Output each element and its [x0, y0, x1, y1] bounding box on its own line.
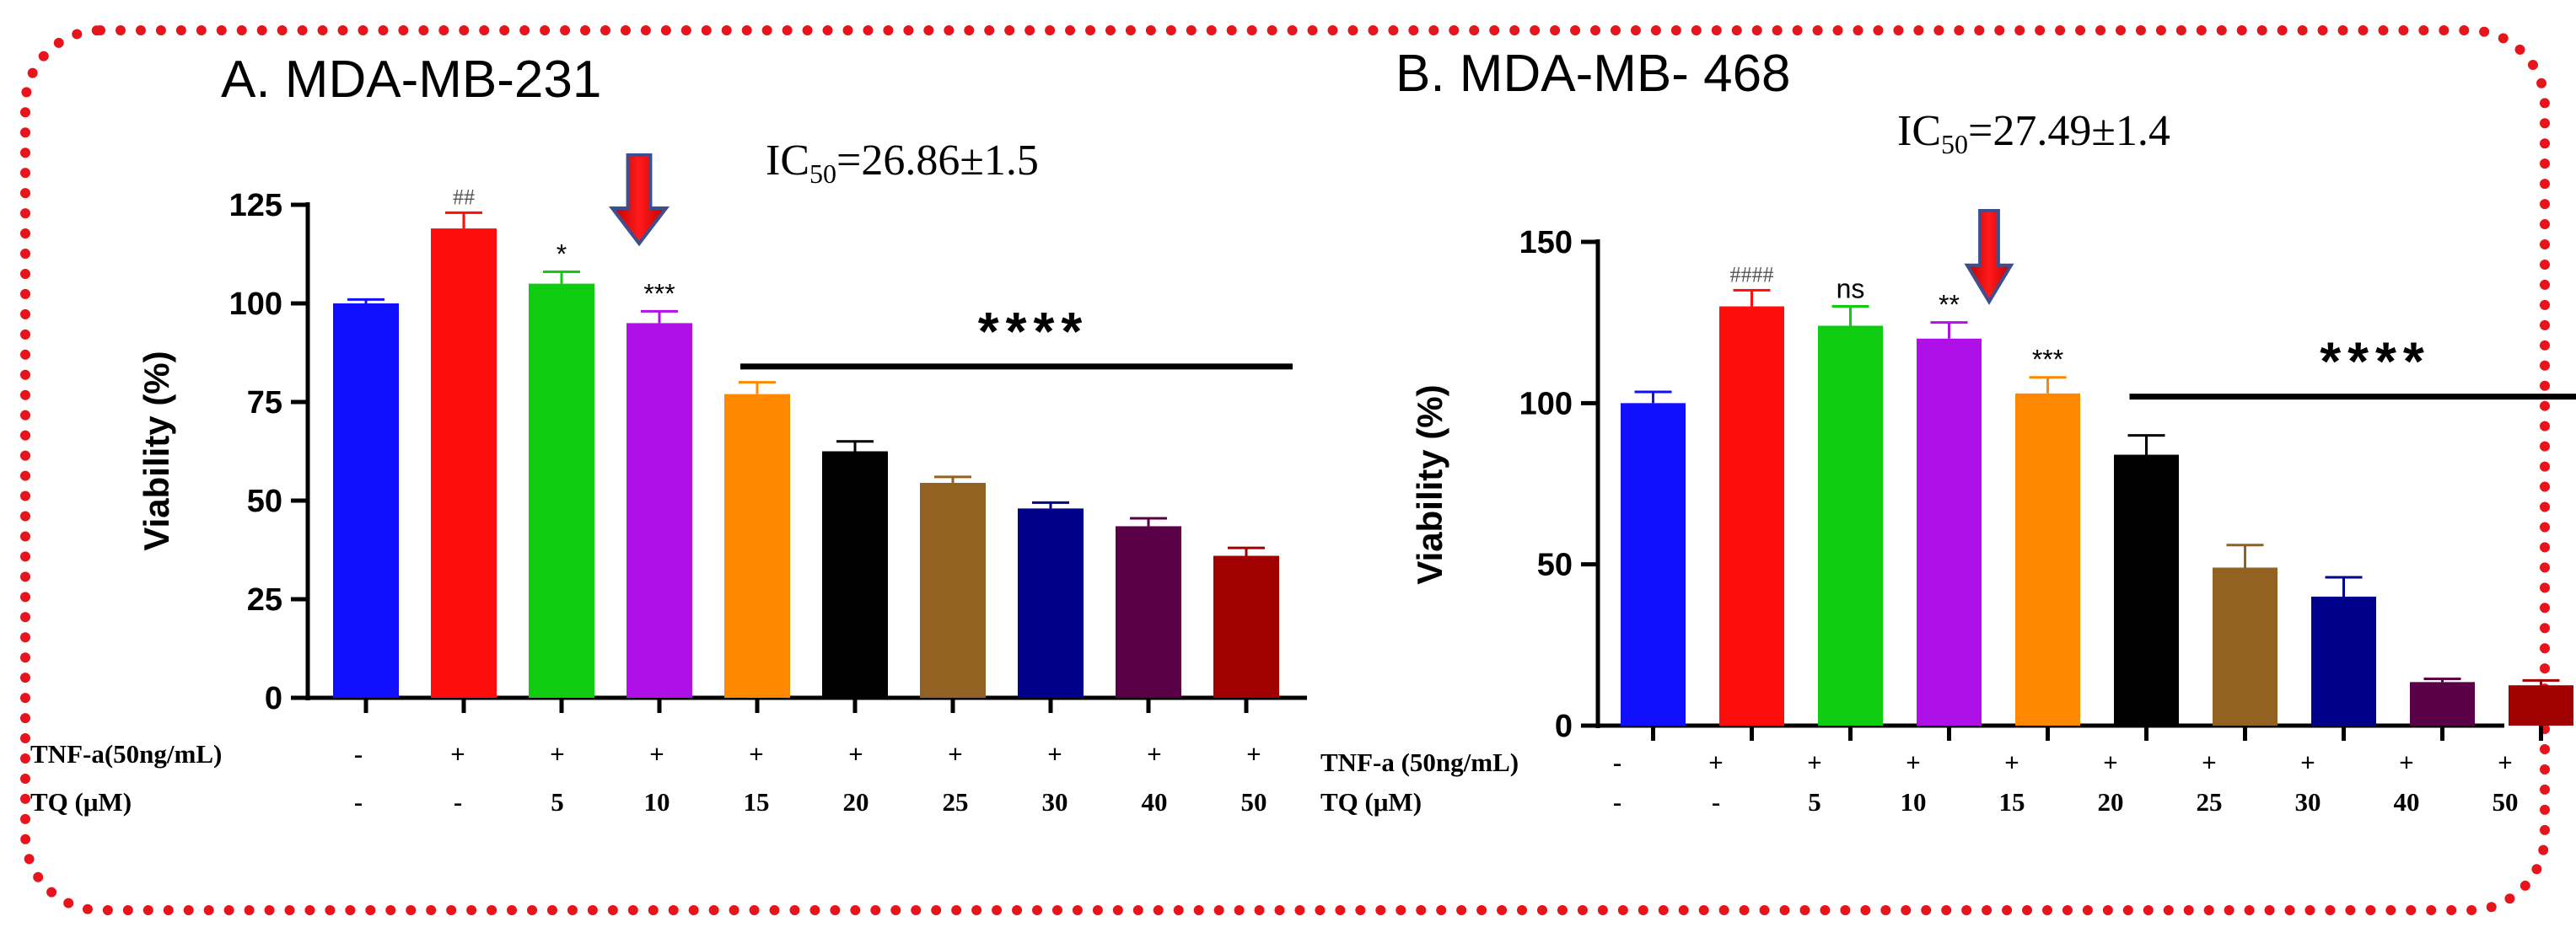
- bar: [1621, 403, 1686, 726]
- bar: [431, 228, 497, 699]
- condition-value: 20: [2098, 787, 2124, 817]
- y-tick-label: 0: [265, 681, 282, 716]
- significance-label: ***: [2032, 345, 2063, 375]
- y-tick-label: 50: [247, 484, 282, 519]
- condition-value: -: [454, 787, 462, 817]
- condition-value: 15: [1999, 787, 2025, 817]
- bar: [1213, 555, 1279, 698]
- condition-value: 25: [2197, 787, 2223, 817]
- condition-value: 30: [2295, 787, 2321, 817]
- condition-value: +: [1906, 748, 1921, 777]
- panel-title: B. MDA-MB- 468: [1396, 45, 1791, 103]
- bar: [822, 451, 888, 698]
- bar: [333, 303, 399, 698]
- y-tick-label: 50: [1537, 548, 1573, 583]
- condition-value: +: [848, 739, 863, 769]
- significance-label: ***: [643, 278, 675, 308]
- condition-value: 50: [1241, 787, 1267, 817]
- bar: [920, 482, 986, 698]
- condition-value: -: [1613, 748, 1621, 777]
- condition-value: -: [1613, 787, 1621, 817]
- significance-label: ns: [1837, 274, 1865, 304]
- condition-row-label: TQ (μM): [1320, 787, 1422, 817]
- condition-value: +: [1807, 748, 1822, 777]
- condition-value: +: [450, 739, 465, 769]
- down-arrow-icon: [1964, 209, 2014, 305]
- bar: [724, 394, 790, 698]
- significance-label: **: [1939, 290, 1960, 320]
- condition-value: +: [550, 739, 565, 769]
- condition-row-label: TNF-a (50ng/mL): [1320, 748, 1519, 777]
- condition-value: 10: [644, 787, 670, 817]
- condition-value: +: [1047, 739, 1062, 769]
- bar: [2114, 454, 2179, 726]
- group-significance-label: ****: [2320, 331, 2431, 392]
- condition-value: 30: [1042, 787, 1068, 817]
- dotted-border-frame: [20, 25, 2550, 915]
- condition-row-label: TNF-a(50ng/mL): [30, 739, 222, 769]
- condition-value: +: [1147, 739, 1162, 769]
- condition-row-label: TQ (μM): [30, 787, 132, 817]
- ic50-label: IC50=26.86±1.5: [766, 137, 1039, 189]
- condition-value: +: [2103, 748, 2118, 777]
- down-arrow-icon: [608, 153, 670, 247]
- condition-value: +: [1708, 748, 1724, 777]
- y-tick-label: 150: [1519, 225, 1573, 260]
- condition-value: -: [354, 787, 363, 817]
- bar: [2213, 567, 2278, 726]
- bar: [1818, 325, 1883, 726]
- y-tick-label: 100: [1519, 386, 1573, 421]
- condition-value: 5: [551, 787, 564, 817]
- bar: [1018, 508, 1084, 698]
- condition-value: +: [2202, 748, 2217, 777]
- condition-value: +: [2498, 748, 2513, 777]
- panel-title: A. MDA-MB-231: [221, 51, 601, 109]
- significance-label: ##: [453, 185, 475, 209]
- bar: [529, 283, 594, 698]
- panel-a-mda-mb-231: A. MDA-MB-231 IC50=26.86±1.5 0 25 50 75 100 125…: [30, 51, 1307, 817]
- bar: [1719, 306, 1784, 726]
- y-tick-label: 0: [1555, 709, 1573, 744]
- significance-label: ####: [1730, 262, 1774, 287]
- condition-value: -: [354, 739, 363, 769]
- y-tick-label: 25: [247, 582, 282, 618]
- condition-value: 25: [943, 787, 969, 817]
- bar: [2311, 596, 2376, 726]
- condition-value: +: [948, 739, 963, 769]
- bar: [2015, 393, 2080, 726]
- bar: [2410, 682, 2475, 726]
- condition-value: +: [749, 739, 764, 769]
- condition-value: +: [2300, 748, 2315, 777]
- bar: [1116, 526, 1181, 698]
- significance-label: *: [557, 239, 567, 270]
- y-tick-label: 100: [229, 287, 282, 322]
- y-axis-label: Viability (%): [1410, 384, 1449, 584]
- condition-value: +: [2399, 748, 2414, 777]
- group-significance-label: ****: [978, 301, 1089, 362]
- bar: [2509, 685, 2573, 726]
- condition-value: +: [1246, 739, 1261, 769]
- condition-value: 50: [2493, 787, 2519, 817]
- bar: [627, 323, 692, 698]
- condition-value: 40: [2394, 787, 2420, 817]
- y-tick-label: 125: [229, 188, 282, 223]
- y-tick-label: 75: [247, 385, 282, 421]
- condition-value: -: [1712, 787, 1720, 817]
- condition-value: 40: [1142, 787, 1168, 817]
- condition-value: 10: [1901, 787, 1927, 817]
- condition-value: +: [649, 739, 664, 769]
- ic50-label: IC50=27.49±1.4: [1897, 107, 2170, 159]
- bar: [1917, 338, 1982, 726]
- condition-value: 5: [1808, 787, 1821, 817]
- condition-value: 20: [843, 787, 869, 817]
- condition-value: +: [2004, 748, 2019, 777]
- condition-value: 15: [744, 787, 770, 817]
- y-axis-label: Viability (%): [137, 351, 176, 550]
- panel-b-mda-mb-468: B. MDA-MB- 468 IC50=27.49±1.4 0 50 100 150 Via…: [1320, 45, 2576, 817]
